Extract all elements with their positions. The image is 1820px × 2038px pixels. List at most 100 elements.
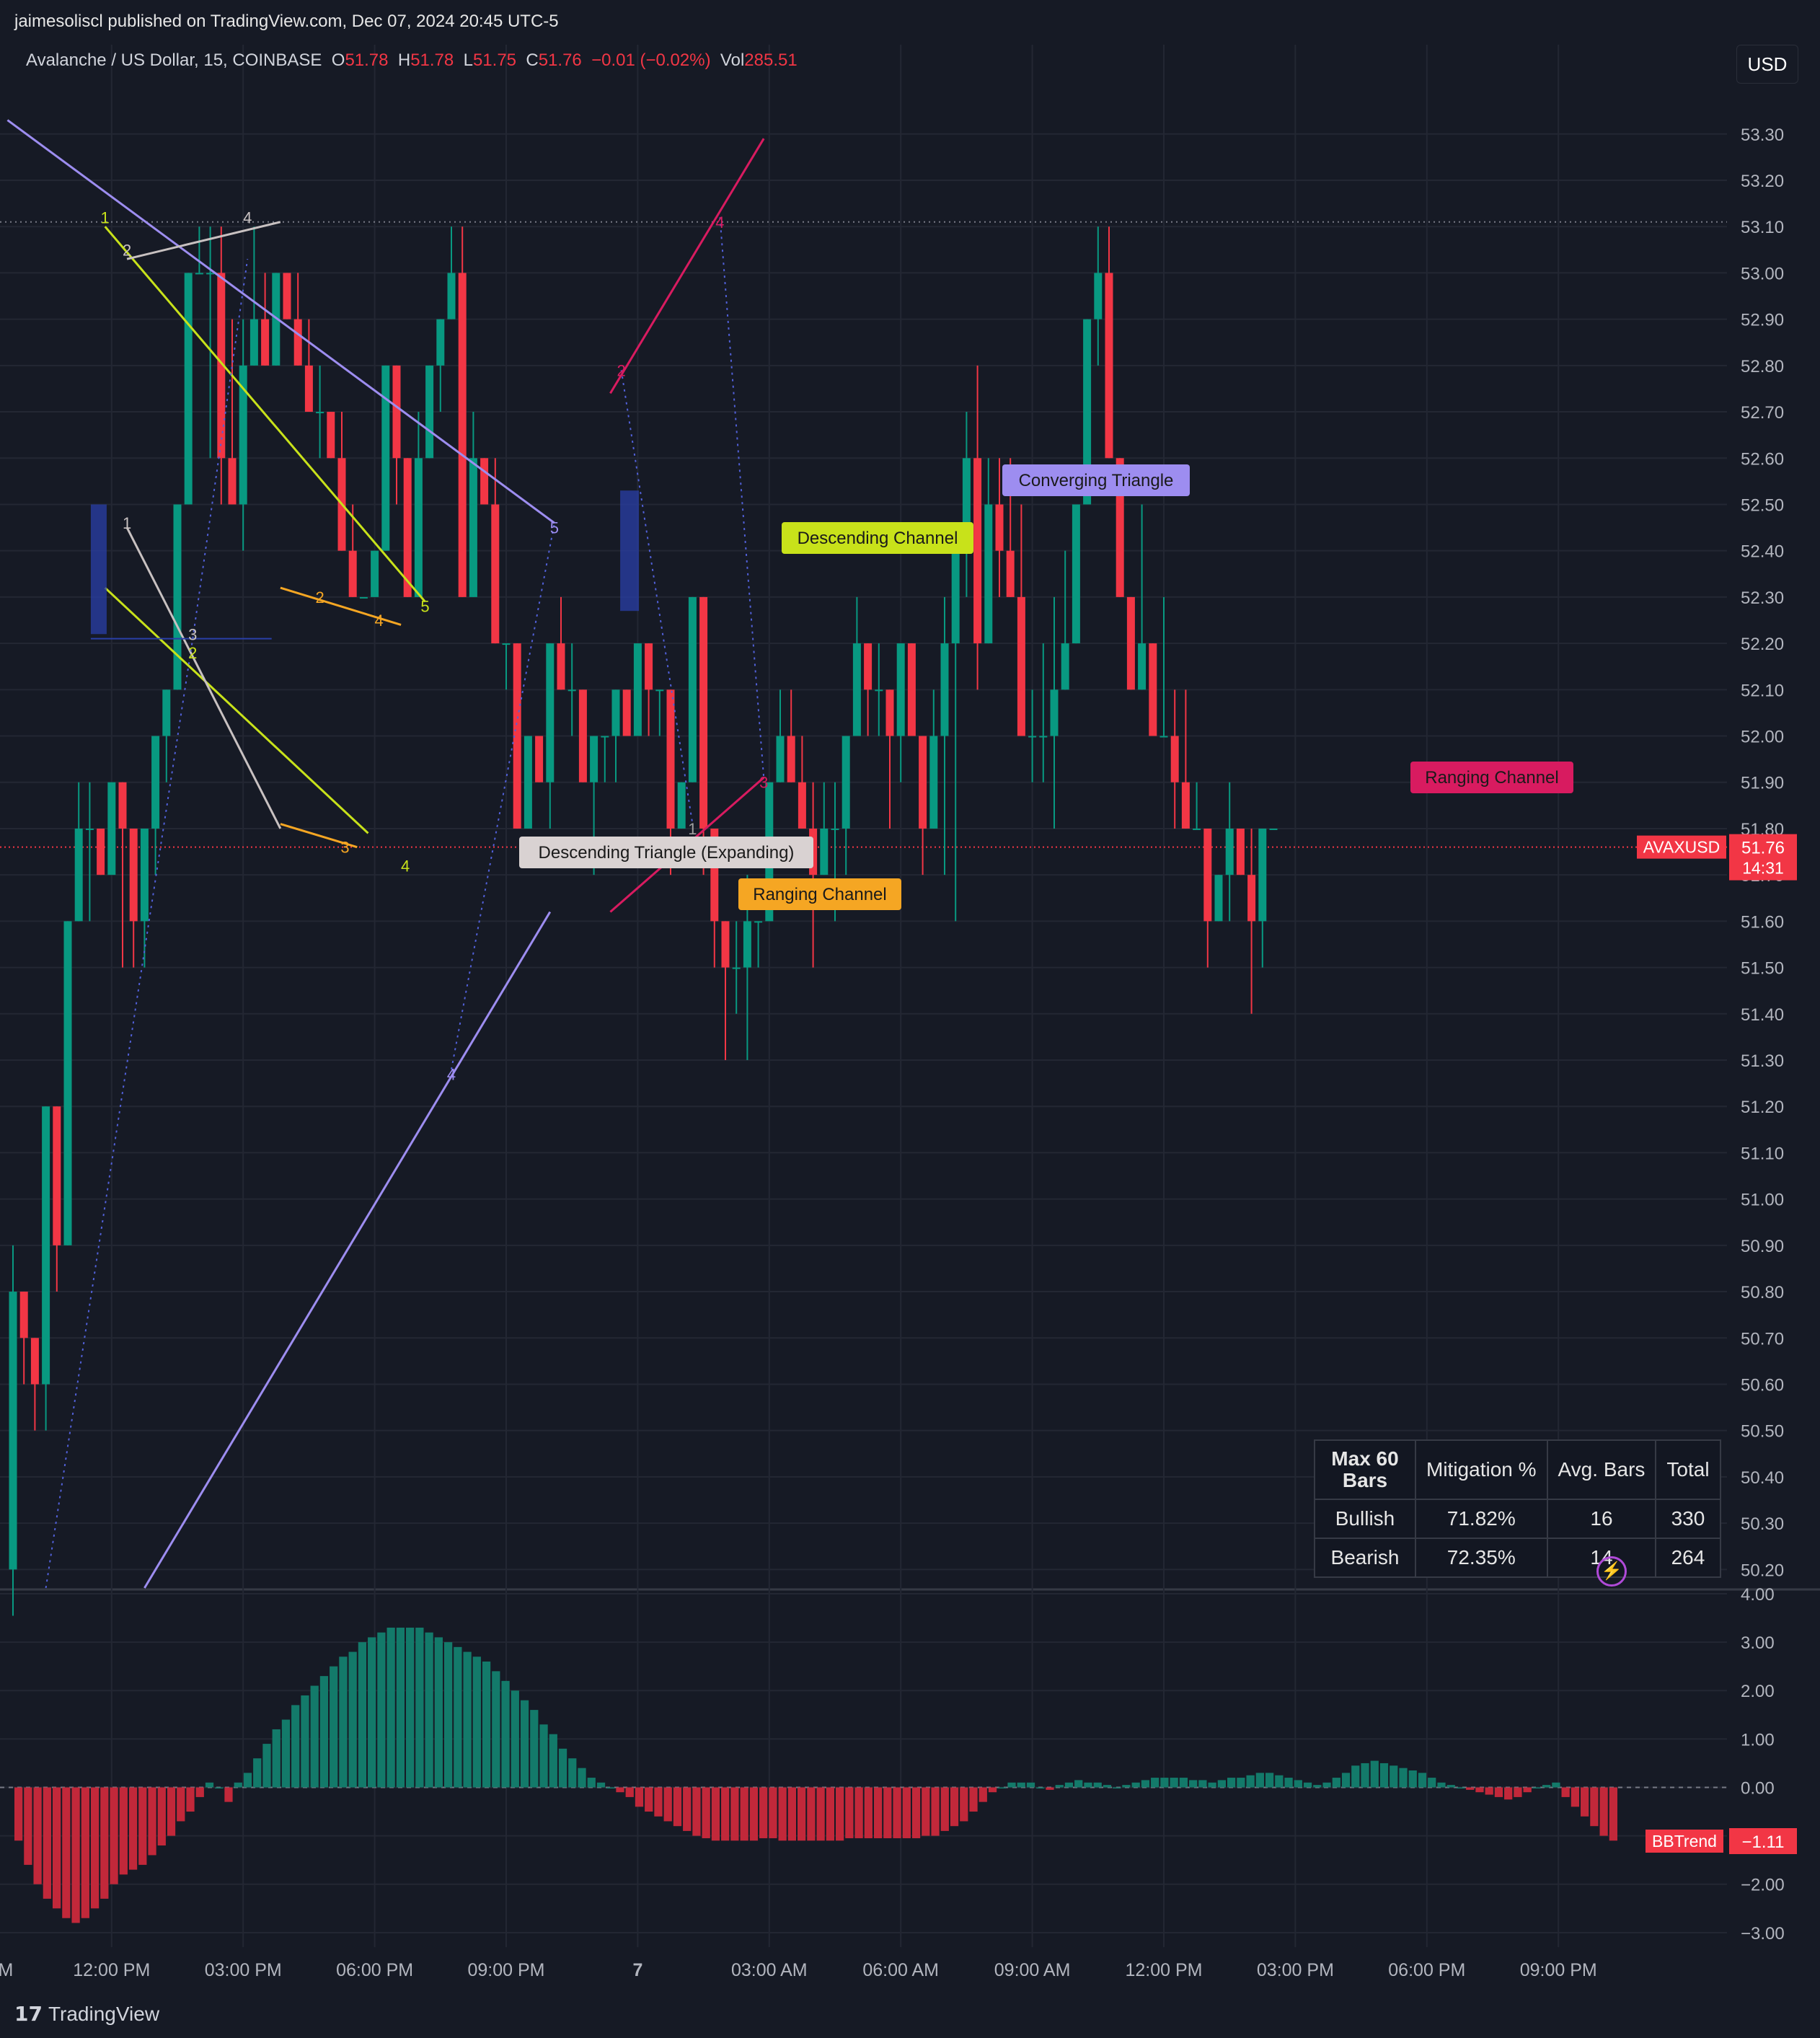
histogram-bar [864, 1787, 873, 1838]
candle-body [162, 689, 171, 736]
histogram-bar [291, 1705, 300, 1788]
stats-cell: Bearish [1314, 1538, 1416, 1578]
price-axes: 53.30 53.20 53.10 53.00 52.90 52.80 52.70 52.60… [1637, 125, 1797, 1944]
candle-body [578, 689, 587, 782]
candle-body [875, 689, 883, 692]
time-tick-label: 12:00 PM [73, 1960, 150, 1980]
histogram-bar [1122, 1785, 1131, 1788]
pivot-number: 3 [759, 774, 768, 792]
histogram-bar [1265, 1773, 1274, 1788]
footer-bar: 17 TradingView [0, 1992, 1820, 2038]
price-tick-label: 50.50 [1741, 1422, 1784, 1442]
histogram-bar [1390, 1765, 1398, 1788]
volume-label: Vol [720, 50, 745, 70]
histogram-bar [425, 1632, 433, 1788]
pivot-number: 4 [447, 1065, 456, 1083]
histogram-bar [1504, 1787, 1513, 1800]
candle-body [195, 273, 203, 275]
histogram-bar [1151, 1778, 1159, 1788]
histogram-bar [1514, 1787, 1522, 1797]
histogram-bar [43, 1787, 51, 1899]
osc-tick-label: 2.00 [1741, 1682, 1775, 1701]
currency-button[interactable]: USD [1736, 45, 1798, 84]
histogram-bar [262, 1744, 271, 1788]
histogram-bar [807, 1787, 816, 1841]
candle-body [19, 1292, 28, 1338]
candle-body [249, 319, 258, 366]
tradingview-logo[interactable]: 17 TradingView [14, 2002, 159, 2026]
price-tick-label: 50.20 [1741, 1561, 1784, 1580]
pattern-zigzag [451, 522, 555, 1070]
price-tick-label: 51.40 [1741, 1005, 1784, 1025]
candle-body [316, 412, 324, 414]
candle-body [1269, 828, 1278, 830]
candle-body [1138, 643, 1147, 690]
histogram-bar [778, 1787, 787, 1841]
candle-body [535, 736, 544, 782]
time-tick-label: 09:00 PM [467, 1960, 544, 1980]
pivot-number: 4 [243, 208, 252, 226]
histogram-bar [826, 1787, 834, 1841]
candle-body [940, 643, 949, 736]
candle-body [666, 689, 675, 829]
histogram-bar [587, 1778, 596, 1788]
histogram-bar [14, 1787, 23, 1841]
pattern-label-bg [1410, 762, 1573, 793]
histogram-bar [310, 1685, 319, 1788]
price-tick-label: 50.80 [1741, 1283, 1784, 1302]
histogram-bar [1208, 1782, 1216, 1788]
lightning-icon[interactable]: ⚡ [1596, 1556, 1627, 1587]
candle-body [304, 365, 313, 413]
histogram-bar [663, 1787, 672, 1822]
candle-body [743, 921, 751, 968]
pattern-label-bg [519, 837, 813, 868]
candle-body [754, 921, 763, 923]
candle-body [1050, 689, 1059, 736]
pivot-number: 1 [123, 514, 131, 532]
histogram-bar [138, 1787, 147, 1865]
histogram-bar [1408, 1770, 1417, 1788]
candle-body [458, 273, 467, 597]
histogram-bar [673, 1787, 682, 1827]
pivot-number: 1 [688, 820, 697, 838]
osc-tick-label: −2.00 [1741, 1876, 1785, 1895]
candle-body [557, 643, 565, 690]
time-tick-label: 12:00 PM [1125, 1960, 1202, 1980]
price-tick-label: 50.30 [1741, 1514, 1784, 1534]
histogram-bar [1581, 1787, 1589, 1817]
histogram-bar [1313, 1785, 1322, 1788]
candle-body [1159, 736, 1168, 738]
candle-body [864, 643, 873, 690]
histogram-bar [568, 1758, 577, 1788]
close-value: 51.76 [538, 50, 582, 70]
histogram-bar [1189, 1780, 1198, 1788]
stats-row-bullish: Bullish 71.82% 16 330 [1314, 1499, 1721, 1539]
osc-tick-label: −3.00 [1741, 1924, 1785, 1944]
histogram-bar [730, 1787, 739, 1841]
symbol-legend[interactable]: Avalanche / US Dollar, 15, COINBASE O51.… [26, 50, 798, 71]
pattern-zigzag [192, 259, 249, 639]
candle-body [1094, 273, 1103, 319]
pattern-label-bg [1002, 464, 1190, 496]
histogram-bar [90, 1787, 100, 1909]
histogram-bar [596, 1782, 606, 1788]
histogram-bar [195, 1787, 204, 1797]
converging-triangle-label: Converging Triangle [1002, 464, 1190, 496]
histogram-bar [816, 1787, 825, 1841]
histogram-bar [1007, 1782, 1016, 1788]
candle-body [502, 643, 511, 645]
candle-body [1149, 643, 1157, 736]
histogram-bar [71, 1787, 80, 1923]
price-tick-label: 50.60 [1741, 1375, 1784, 1395]
histogram-bar [386, 1627, 395, 1788]
candle-body [1028, 736, 1037, 738]
stats-header-cell: Total [1655, 1439, 1721, 1500]
ranging-channel-upper-line [609, 138, 765, 394]
histogram-bar [549, 1734, 557, 1788]
histogram-bar [434, 1637, 443, 1788]
expanding-triangle-label: Descending Triangle (Expanding) [519, 837, 813, 868]
price-tick-label: 51.10 [1741, 1144, 1784, 1163]
bbtrend-tag: BBTrend −1.11 [1645, 1828, 1797, 1854]
osc-tick-label: 3.00 [1741, 1633, 1775, 1653]
